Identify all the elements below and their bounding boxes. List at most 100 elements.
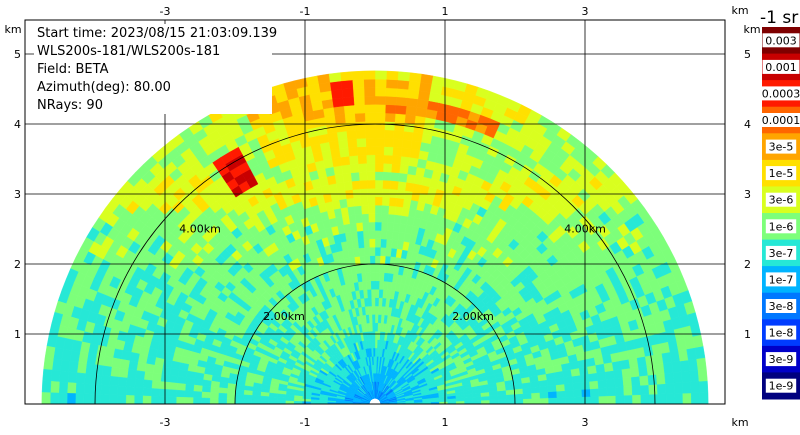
y-tick-label-right: 4	[744, 118, 751, 131]
field-cell	[374, 280, 380, 290]
field-cell	[75, 393, 85, 404]
field-cell	[193, 384, 203, 393]
field-cell	[419, 73, 434, 85]
field-cell	[672, 371, 683, 384]
field-cell	[378, 297, 383, 307]
field-cell	[380, 238, 387, 248]
field-cell	[218, 392, 228, 400]
field-cell	[607, 395, 617, 404]
field-cell	[336, 130, 348, 141]
field-cell	[260, 395, 270, 401]
colorbar-label: 1e-6	[769, 220, 794, 233]
field-cell	[100, 384, 110, 395]
field-cell	[364, 263, 371, 273]
field-cell	[699, 392, 709, 404]
field-cell	[346, 138, 358, 149]
field-cell	[184, 390, 194, 398]
field-cell	[374, 171, 384, 181]
field-cell	[681, 370, 691, 383]
field-cell	[374, 162, 384, 172]
field-cell	[150, 388, 161, 397]
field-cell	[184, 383, 195, 392]
field-cell	[66, 382, 77, 394]
field-cell	[143, 371, 154, 381]
field-cell	[108, 385, 119, 396]
field-cell	[234, 398, 244, 404]
field-cell	[353, 205, 362, 215]
field-cell	[92, 384, 102, 395]
nrays-text: NRays: 90	[37, 98, 103, 113]
field-cell	[638, 365, 649, 377]
field-cell	[640, 394, 650, 404]
field-cell	[694, 345, 706, 360]
field-cell	[345, 197, 355, 208]
field-cell	[384, 255, 391, 266]
field-cell	[384, 129, 395, 139]
colorbar: 0.003 0.001 0.0003 0.0001 3e-5 1e-5 3e-6 1e-6 3e…	[759, 27, 800, 400]
field-cell	[109, 375, 120, 387]
field-cell	[369, 255, 376, 265]
y-tick-label-left: 4	[14, 118, 21, 131]
field-cell	[639, 375, 649, 386]
field-cell	[374, 70, 387, 80]
field-cell	[340, 155, 351, 166]
field-cell	[522, 392, 532, 400]
field-cell	[338, 147, 350, 158]
field-cell	[385, 247, 392, 257]
field-cell	[243, 399, 253, 404]
field-cell	[630, 375, 641, 387]
field-cell	[235, 389, 245, 396]
y-tick-label-left: 3	[14, 188, 21, 201]
field-cell	[365, 129, 376, 139]
field-cell	[409, 148, 420, 159]
field-cell	[381, 213, 389, 223]
field-cell	[530, 386, 541, 394]
field-cell	[111, 357, 122, 369]
field-cell	[133, 395, 143, 404]
field-cell	[581, 396, 591, 404]
field-cell	[408, 72, 422, 83]
field-cell	[365, 272, 371, 282]
field-cell	[514, 393, 524, 400]
field-cell	[682, 392, 692, 404]
info-panel: Start time: 2023/08/15 21:03:09.139 WLS2…	[37, 25, 277, 115]
field-cell	[622, 376, 633, 387]
field-cell	[374, 120, 386, 131]
field-cell	[374, 179, 384, 189]
colorbar-label-bg	[765, 272, 797, 287]
field-cell	[42, 368, 53, 382]
field-cell	[380, 230, 388, 240]
field-cell	[571, 374, 582, 384]
field-cell	[367, 204, 376, 214]
field-cell	[556, 397, 566, 404]
field-cell	[405, 173, 416, 184]
field-cell	[339, 71, 353, 82]
field-cell	[363, 238, 370, 248]
field-cell	[389, 180, 399, 190]
field-cell	[356, 146, 367, 156]
field-cell	[363, 78, 376, 89]
field-cell	[175, 396, 185, 404]
field-cell	[383, 137, 394, 148]
x-tick-label-top: -1	[300, 5, 311, 18]
field-cell	[59, 370, 69, 383]
field-cell	[226, 398, 236, 404]
field-cell	[151, 372, 162, 382]
field-cell	[647, 374, 658, 386]
field-cell	[379, 255, 386, 265]
field-cell	[464, 400, 474, 404]
field-cell	[390, 171, 400, 182]
y-tick-label-right: 1	[744, 328, 751, 341]
field-cell	[142, 387, 152, 397]
field-cell	[572, 382, 582, 391]
y-tick-label-left: 2	[14, 258, 21, 271]
field-cell	[620, 359, 631, 370]
field-cell	[75, 382, 85, 395]
field-cell	[371, 305, 376, 315]
field-cell	[392, 146, 403, 157]
field-cell	[376, 339, 380, 349]
field-cell	[506, 398, 516, 404]
field-cell	[366, 179, 376, 189]
field-cell	[381, 205, 390, 215]
field-cell	[589, 380, 599, 390]
